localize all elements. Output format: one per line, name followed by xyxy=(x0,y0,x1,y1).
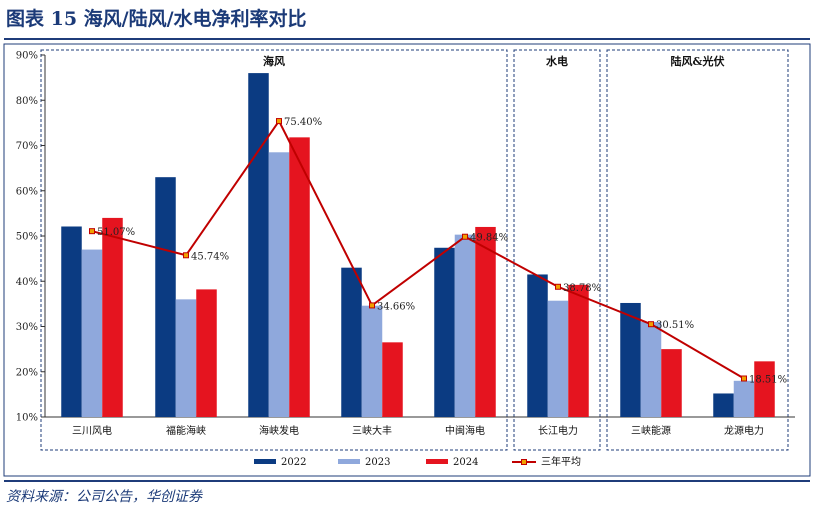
bars xyxy=(61,73,775,418)
bar-2023 xyxy=(81,249,103,417)
y-tick-label: 60% xyxy=(16,186,38,197)
y-tick-label: 90% xyxy=(16,51,38,62)
category-label: 三峡能源 xyxy=(631,424,671,437)
y-tick-label: 70% xyxy=(16,141,38,152)
group-label: 水电 xyxy=(546,54,568,68)
bar-2022 xyxy=(61,226,82,417)
average-data-label: 30.51% xyxy=(656,320,694,331)
title-rule xyxy=(4,38,810,40)
category-label: 三川风电 xyxy=(72,424,112,437)
bar-2022 xyxy=(155,177,176,417)
group-box xyxy=(40,49,508,451)
average-data-label: 34.66% xyxy=(377,301,415,312)
bar-2024 xyxy=(289,137,310,418)
average-marker xyxy=(276,118,282,125)
average-marker xyxy=(555,283,561,290)
y-tick-label: 80% xyxy=(16,96,38,107)
legend-label: 三年平均 xyxy=(541,455,581,468)
group-boxes: 海风 水电 陆风&光伏 xyxy=(40,49,789,451)
average-line: 51.07% 45.74% 75.40% 34.66% 49.84% 38.78% 30.5… xyxy=(89,117,787,385)
bar-2024 xyxy=(196,289,217,417)
group-box xyxy=(606,49,789,451)
net-margin-chart: 海风 水电 陆风&光伏 10% 20% 30% 40% 50% 60% 70% 80% 90% 51… xyxy=(3,43,811,477)
source-note: 资料来源：公司公告，华创证券 xyxy=(6,489,202,505)
y-tick-label: 10% xyxy=(16,413,38,424)
average-data-label: 51.07% xyxy=(97,227,135,238)
bar-2024 xyxy=(102,217,123,417)
bar-2022 xyxy=(341,267,362,417)
bar-2023 xyxy=(547,300,569,417)
average-data-label: 75.40% xyxy=(284,117,322,128)
bar-2024 xyxy=(475,226,496,417)
bar-2022 xyxy=(620,302,641,417)
group-label: 陆风&光伏 xyxy=(671,54,725,68)
chart-frame xyxy=(3,43,811,477)
bar-2022 xyxy=(527,274,548,417)
figure-title: 图表 15 海风/陆风/水电净利率对比 xyxy=(6,8,307,30)
group-box xyxy=(513,49,601,451)
legend-line-marker xyxy=(521,459,527,465)
category-label: 长江电力 xyxy=(538,424,578,437)
category-label: 福能海峡 xyxy=(166,424,206,437)
average-marker xyxy=(369,302,375,309)
y-tick-label: 40% xyxy=(16,277,38,288)
footer-rule xyxy=(4,480,810,482)
category-label: 海峡发电 xyxy=(259,424,299,437)
bar-2023 xyxy=(175,299,197,417)
bar-2023 xyxy=(733,380,755,417)
bar-2024 xyxy=(382,342,403,417)
legend-swatch-2022 xyxy=(254,459,276,464)
category-labels: 三川风电 福能海峡 海峡发电 三峡大丰 中闽海电 长江电力 三峡能源 龙源电力 xyxy=(72,424,764,437)
average-marker xyxy=(462,233,468,240)
bar-2023 xyxy=(454,234,476,417)
average-data-label: 45.74% xyxy=(191,251,229,262)
average-data-label: 18.51% xyxy=(749,374,787,385)
legend-swatch-2024 xyxy=(426,459,448,464)
bar-2023 xyxy=(268,152,290,417)
average-marker xyxy=(183,252,189,259)
average-marker xyxy=(648,321,654,328)
bar-2024 xyxy=(754,361,775,417)
legend: 2022 2023 2024 三年平均 xyxy=(254,455,581,468)
bar-2022 xyxy=(434,247,455,417)
legend-label: 2023 xyxy=(365,457,390,468)
bar-2022 xyxy=(713,393,734,417)
average-data-label: 49.84% xyxy=(470,233,508,244)
average-marker xyxy=(741,375,747,382)
legend-label: 2024 xyxy=(453,457,478,468)
bar-2024 xyxy=(568,284,589,417)
bar-2023 xyxy=(640,321,662,417)
bar-2023 xyxy=(361,305,383,417)
y-tick-label: 30% xyxy=(16,322,38,333)
average-data-label: 38.78% xyxy=(563,283,601,294)
average-series-line xyxy=(91,119,745,380)
y-axis: 10% 20% 30% 40% 50% 60% 70% 80% 90% xyxy=(16,51,795,424)
category-label: 三峡大丰 xyxy=(352,424,392,437)
bar-2024 xyxy=(661,349,682,417)
legend-label: 2022 xyxy=(281,457,306,468)
average-marker xyxy=(89,228,95,235)
legend-swatch-2023 xyxy=(338,459,360,464)
category-label: 龙源电力 xyxy=(724,424,764,437)
bar-2022 xyxy=(248,73,269,417)
category-label: 中闽海电 xyxy=(445,424,485,437)
y-tick-label: 50% xyxy=(16,232,38,243)
group-label: 海风 xyxy=(263,54,285,68)
y-tick-label: 20% xyxy=(16,367,38,378)
